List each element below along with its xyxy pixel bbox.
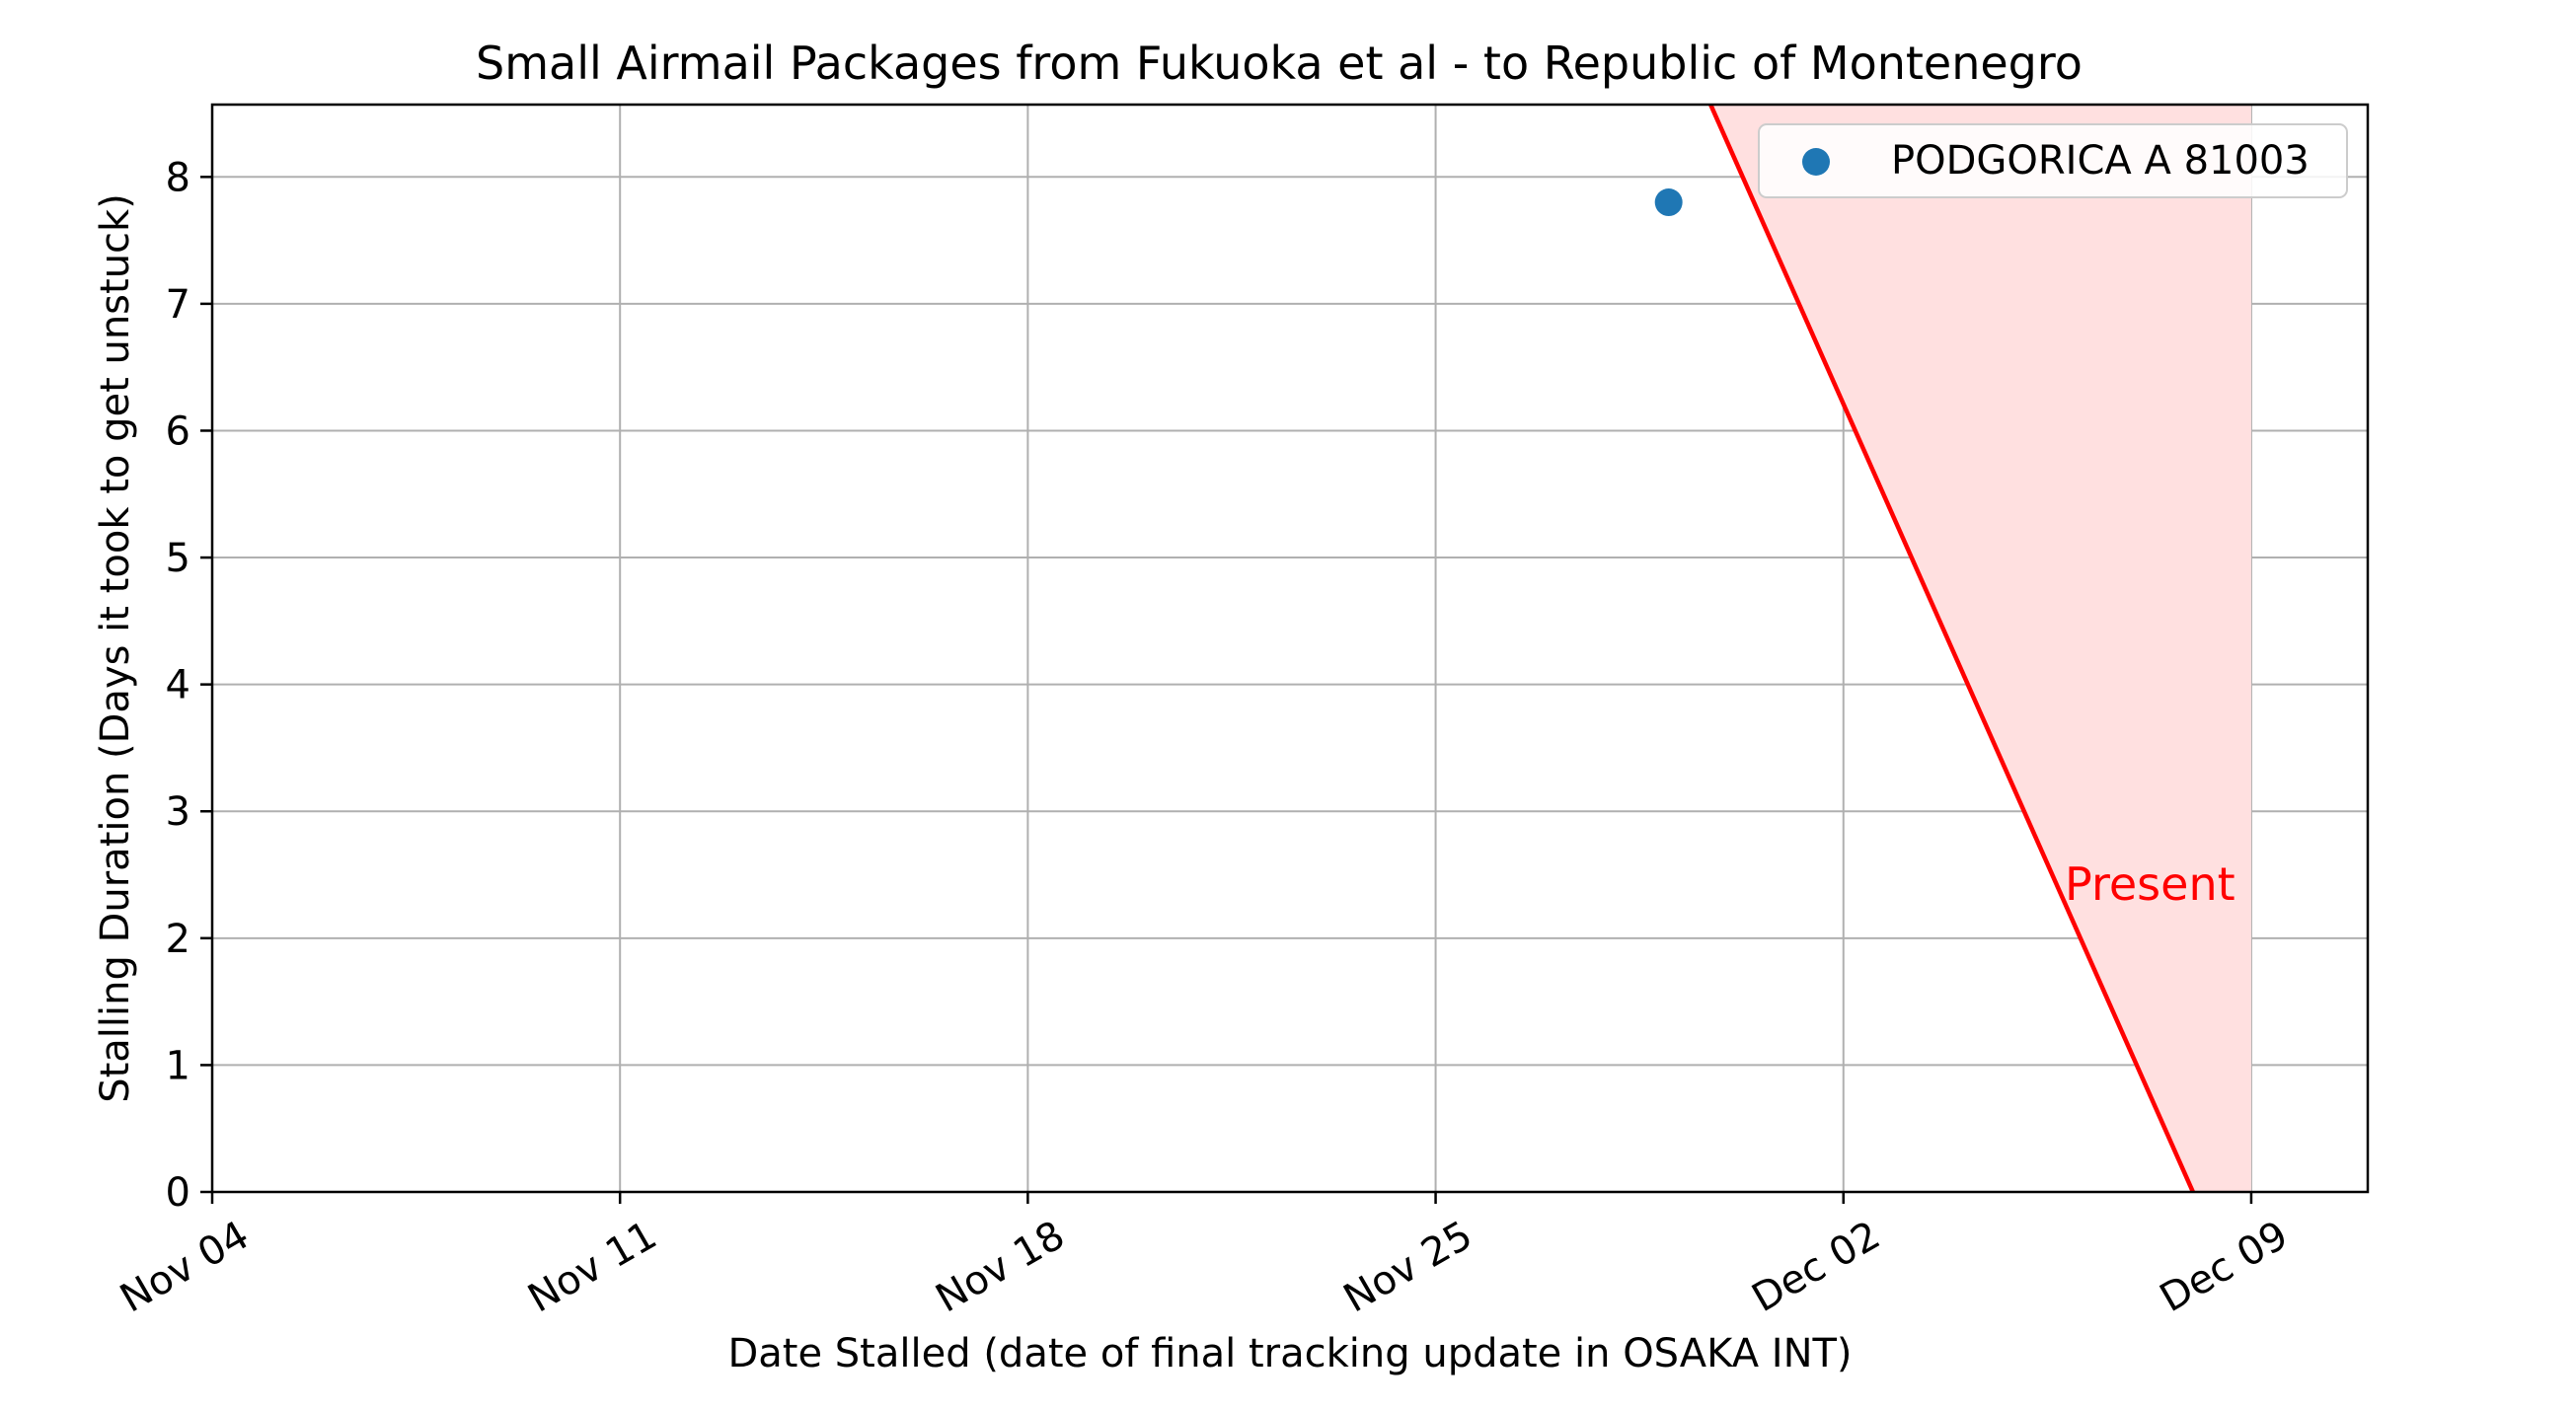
y-tick-label: 1 bbox=[166, 1043, 190, 1088]
present-fill-region bbox=[1710, 105, 2251, 1192]
legend-box bbox=[1758, 123, 2348, 198]
y-axis-label: Stalling Duration (Days it took to get u… bbox=[93, 193, 138, 1103]
data-point bbox=[1654, 188, 1683, 217]
y-tick-label: 2 bbox=[166, 917, 190, 962]
present-line bbox=[1708, 105, 2195, 1192]
y-tick-label: 7 bbox=[166, 282, 190, 328]
plot-frame bbox=[210, 103, 2370, 1194]
legend: PODGORICA A 81003 bbox=[1758, 123, 2348, 198]
y-tick-label: 8 bbox=[166, 155, 190, 200]
y-tick-label: 3 bbox=[166, 789, 190, 835]
legend-marker bbox=[1802, 148, 1830, 176]
x-axis-label: Date Stalled (date of final tracking upd… bbox=[727, 1331, 1852, 1376]
legend-label: PODGORICA A 81003 bbox=[1891, 138, 2310, 184]
present-region bbox=[1708, 105, 2251, 1192]
data-points bbox=[1654, 188, 1683, 217]
present-label: Present bbox=[2065, 857, 2235, 911]
y-tick-label: 6 bbox=[166, 408, 190, 454]
y-tick-label: 0 bbox=[166, 1170, 190, 1216]
chart-title: Small Airmail Packages from Fukuoka et a… bbox=[476, 37, 2083, 90]
y-tick-label: 5 bbox=[166, 536, 190, 581]
y-tick-label: 4 bbox=[166, 663, 190, 708]
y-axis-ticks: 0 1 2 3 4 5 6 7 8 bbox=[166, 155, 212, 1216]
